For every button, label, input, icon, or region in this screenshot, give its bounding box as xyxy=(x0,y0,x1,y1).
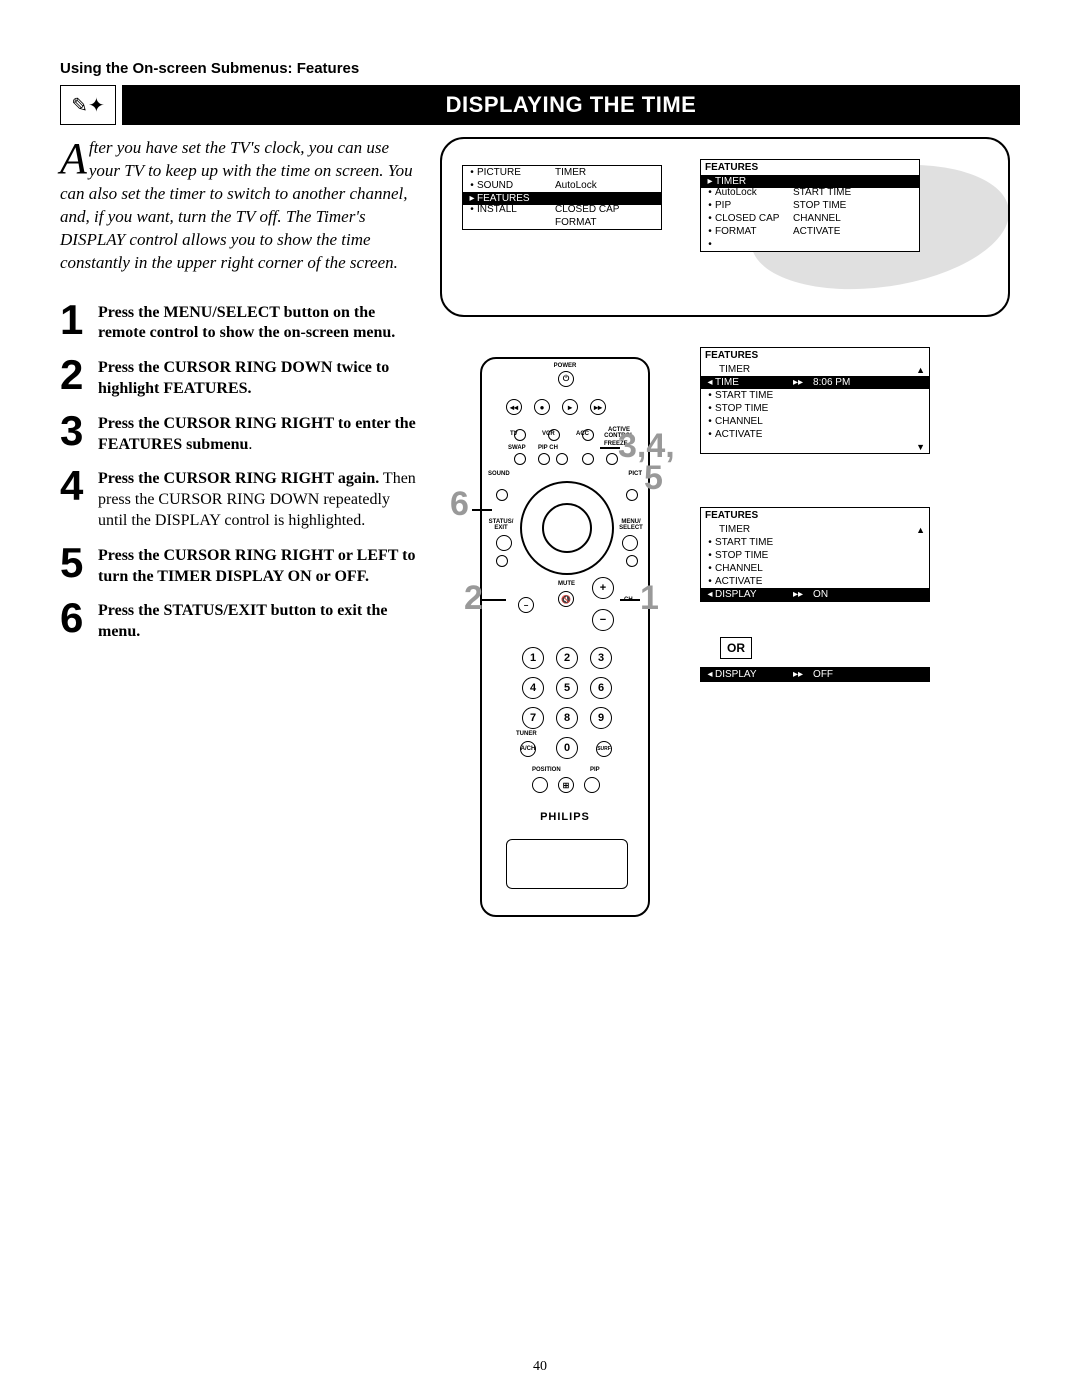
step-number: 5 xyxy=(60,544,98,588)
cursor-ring-inner xyxy=(542,503,592,553)
breadcrumb: Using the On-screen Submenus: Features xyxy=(60,60,1020,77)
vol-up-button[interactable]: + xyxy=(592,577,614,599)
pip-mid-button[interactable]: ⊞ xyxy=(558,777,574,793)
freeze-button[interactable] xyxy=(606,453,618,465)
step-number: 1 xyxy=(60,301,98,345)
onscreen-menu-1: •PICTURETIMER •SOUNDAutoLock ▸FEATURES P… xyxy=(462,165,662,230)
section-icon: ✎✦ xyxy=(60,85,116,125)
pipch-dn-button[interactable] xyxy=(538,453,550,465)
callout-1: 1 xyxy=(640,581,659,615)
rewind-button[interactable]: ◂◂ xyxy=(506,399,522,415)
vol-dn-button[interactable]: − xyxy=(592,609,614,631)
illustration: •PICTURETIMER •SOUNDAutoLock ▸FEATURES P… xyxy=(440,137,1020,917)
callout-6: 6 xyxy=(450,487,469,521)
menu-select-button[interactable] xyxy=(622,535,638,551)
num-4[interactable]: 4 xyxy=(522,677,544,699)
pos-button[interactable] xyxy=(532,777,548,793)
intro-paragraph: After you have set the TV's clock, you c… xyxy=(60,137,420,275)
step: 6 Press the STATUS/EXIT button to exit t… xyxy=(60,599,420,643)
step-text: Press the CURSOR RING DOWN twice to high… xyxy=(98,356,420,400)
step-text: Press the MENU/SELECT button on the remo… xyxy=(98,301,420,345)
stop-button[interactable]: ● xyxy=(534,399,550,415)
num-5[interactable]: 5 xyxy=(556,677,578,699)
step: 4 Press the CURSOR RING RIGHT again. The… xyxy=(60,467,420,531)
swap-button[interactable] xyxy=(514,453,526,465)
callout-5: 5 xyxy=(644,461,663,495)
num-1[interactable]: 1 xyxy=(522,647,544,669)
sound-minus[interactable] xyxy=(496,489,508,501)
step: 5 Press the CURSOR RING RIGHT or LEFT to… xyxy=(60,544,420,588)
num-2[interactable]: 2 xyxy=(556,647,578,669)
onscreen-menu-display-off: ◂DISPLAY▸▸OFF xyxy=(700,667,930,682)
step-number: 4 xyxy=(60,467,98,531)
ff-button[interactable]: ▸▸ xyxy=(590,399,606,415)
page-number: 40 xyxy=(0,1359,1080,1375)
ach-button[interactable]: A/CH xyxy=(520,741,536,757)
onscreen-menu-4: FEATURES TIMER▲ •START TIME •STOP TIME •… xyxy=(700,507,930,602)
num-9[interactable]: 9 xyxy=(590,707,612,729)
step-number: 2 xyxy=(60,356,98,400)
brand-logo: PHILIPS xyxy=(482,811,648,823)
mute-button[interactable]: 🔇 xyxy=(558,591,574,607)
step: 3 Press the CURSOR RING RIGHT to enter t… xyxy=(60,412,420,456)
callout-2: 2 xyxy=(464,581,483,615)
pip-button[interactable] xyxy=(584,777,600,793)
num-3[interactable]: 3 xyxy=(590,647,612,669)
pict-plus[interactable] xyxy=(626,555,638,567)
play-button[interactable]: ▸ xyxy=(562,399,578,415)
step: 1 Press the MENU/SELECT button on the re… xyxy=(60,301,420,345)
callout-345: 3,4, xyxy=(618,429,675,463)
vol-minus[interactable]: − xyxy=(518,597,534,613)
or-badge: OR xyxy=(720,637,752,659)
step-text: Press the STATUS/EXIT button to exit the… xyxy=(98,599,420,643)
onscreen-menu-2: FEATURES ▸TIMER TIME •AutoLockSTART TIME… xyxy=(700,159,920,252)
num-6[interactable]: 6 xyxy=(590,677,612,699)
num-0[interactable]: 0 xyxy=(556,737,578,759)
pipch-up-button[interactable] xyxy=(556,453,568,465)
remote-panel xyxy=(506,839,628,889)
step-text: Press the CURSOR RING RIGHT again. Then … xyxy=(98,467,420,531)
power-button[interactable]: ⏻ xyxy=(558,371,574,387)
status-exit-button[interactable] xyxy=(496,535,512,551)
step: 2 Press the CURSOR RING DOWN twice to hi… xyxy=(60,356,420,400)
step-number: 3 xyxy=(60,412,98,456)
dropcap: A xyxy=(60,137,89,177)
surf-button[interactable]: SURF xyxy=(596,741,612,757)
step-text: Press the CURSOR RING RIGHT to enter the… xyxy=(98,412,420,456)
steps-list: 1 Press the MENU/SELECT button on the re… xyxy=(60,301,420,643)
num-8[interactable]: 8 xyxy=(556,707,578,729)
header: ✎✦ DISPLAYING THE TIME xyxy=(60,85,1020,125)
sound-plus[interactable] xyxy=(496,555,508,567)
active-button[interactable] xyxy=(582,453,594,465)
step-number: 6 xyxy=(60,599,98,643)
step-text: Press the CURSOR RING RIGHT or LEFT to t… xyxy=(98,544,420,588)
pict-minus[interactable] xyxy=(626,489,638,501)
onscreen-menu-3: FEATURES TIMER▲ ◂TIME▸▸8:06 PM •START TI… xyxy=(700,347,930,454)
intro-text: fter you have set the TV's clock, you ca… xyxy=(60,138,413,272)
num-7[interactable]: 7 xyxy=(522,707,544,729)
page-title: DISPLAYING THE TIME xyxy=(122,85,1020,125)
